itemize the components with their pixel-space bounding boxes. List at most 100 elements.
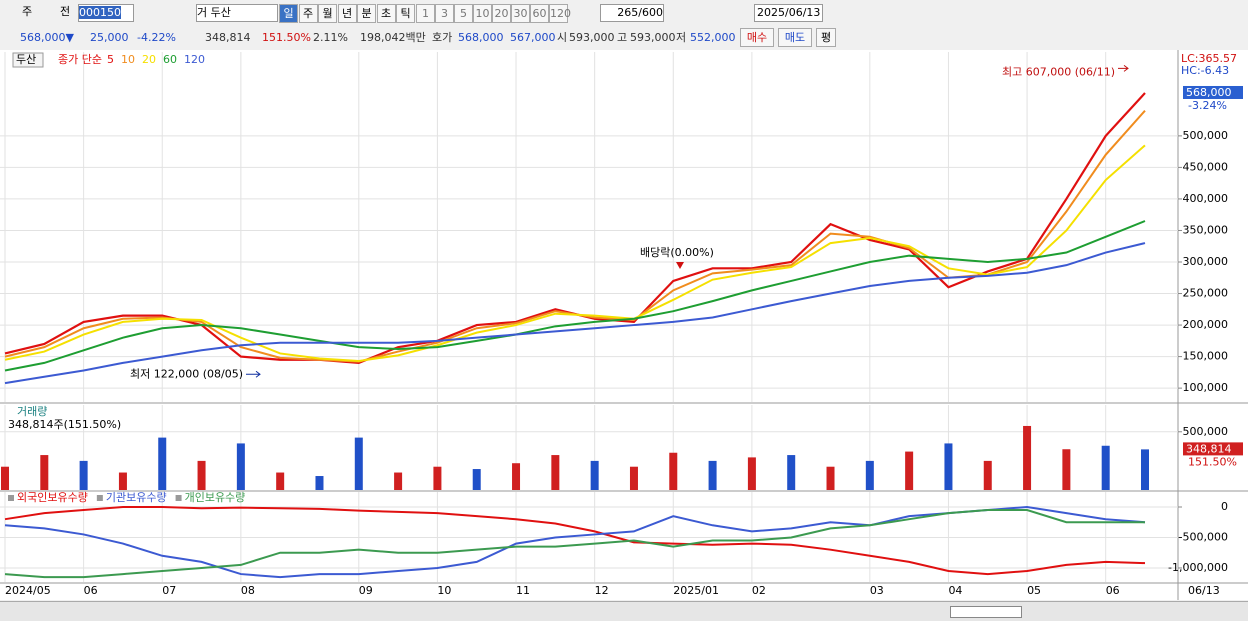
period-button[interactable]: 월 [318,4,337,23]
volume-bar [1,466,9,490]
pane-label-box [12,52,44,68]
y-tick-label: 100,000 [1183,381,1229,394]
date-input[interactable]: 2025/06/13 [754,4,824,22]
y-tick-label: 500,000 [1183,425,1229,438]
legend-marker [175,495,182,501]
period-button[interactable]: 초 [376,4,396,23]
count-button[interactable]: 120 [549,4,571,23]
price: 568,000▼ [20,31,74,44]
volume-bar [551,455,560,490]
x-tick-label: 04 [948,584,962,597]
volume-bar [79,460,88,490]
y-tick-label: 300,000 [1183,255,1229,268]
x-tick-label: 11 [516,584,530,597]
ask-label: 호가 [432,31,453,44]
open: 593,000 [569,31,615,44]
prev-button[interactable]: 전 [60,5,71,18]
last-price-label: 568,000 [1186,86,1232,99]
count-button[interactable]: 5 [454,4,473,23]
x-tick-label: 06 [84,584,98,597]
legend-entry: 20 [142,53,156,66]
volume-bar [433,466,442,490]
y-tick-label: 150,000 [1183,350,1229,363]
volume-bar [629,466,638,490]
legend-entry: 외국인보유수량 [17,491,88,504]
volume-bar [826,466,835,490]
change: 25,000 [90,31,129,44]
series-line [4,144,1146,363]
volume-bar [1141,449,1149,490]
period-button[interactable]: 년 [337,4,357,23]
volume-bar [354,437,363,490]
volume-bar [472,469,481,490]
legend-entry: 60 [163,53,177,66]
period-button[interactable]: 주 [298,4,318,23]
count-button[interactable]: 10 [473,4,492,23]
count-button[interactable]: 30 [511,4,530,23]
annotation: 최고 607,000 (06/11) [1002,65,1115,78]
annotation-arrow [246,370,261,378]
legend-marker [8,495,14,501]
last-change: -3.24% [1188,99,1227,112]
scroll-thumb[interactable] [950,606,1022,618]
y-tick-label: 200,000 [1183,318,1229,331]
volume-bar [1101,445,1110,490]
volume-bar [1062,449,1071,490]
x-tick-label: 09 [359,584,373,597]
period-button[interactable]: 틱 [396,4,415,23]
volume-bar [512,463,521,490]
x-tick-label: 05 [1027,584,1041,597]
volume-bar [236,443,245,490]
volume-bar [944,443,953,490]
count-button[interactable]: 3 [435,4,454,23]
type-select[interactable]: 주 [22,5,33,18]
lc-label: LC:365.57 [1181,52,1237,65]
volume-bar [197,460,206,490]
scrollbar[interactable] [0,601,1248,621]
volume-bar [1023,425,1032,490]
count-button[interactable]: 60 [530,4,549,23]
period-button[interactable]: 일 [279,4,298,23]
count-button[interactable]: 1 [416,4,435,23]
sell-button[interactable]: 매도 [778,28,812,47]
avg-button[interactable]: 평 [816,28,836,47]
high-label: 고 [617,31,628,44]
volume-bar [158,437,167,490]
y-tick-label: 450,000 [1183,160,1229,173]
code-input[interactable]: 000150 [79,6,121,19]
y-tick-label: 250,000 [1183,287,1229,300]
volume-bar [983,460,992,490]
period-button[interactable]: 분 [357,4,376,23]
annotation: 배당락(0.00%) [640,246,714,259]
volume: 348,814 [205,31,251,44]
volume-bar [747,457,756,490]
change-rate: -4.22% [137,31,176,44]
last-price-box [1183,85,1243,99]
buy-button[interactable]: 매수 [740,28,774,47]
legend-entry: 5 [107,53,114,66]
high: 593,000 [630,31,676,44]
volume-bar [394,472,403,490]
x-tick-label: 2024/05 [5,584,51,597]
y-tick-label: -1,000,000 [1168,561,1228,574]
volume-bar [905,451,914,490]
x-tick-label: 06 [1106,584,1120,597]
view-count[interactable]: 265 [617,6,639,19]
annotation-arrow [676,262,684,269]
series-line [4,220,1146,372]
volume-bar [276,472,285,490]
name-input[interactable]: 거 두산 [196,4,278,22]
pane-title: 거래량 [17,405,47,418]
pane-label: 두산 [16,53,36,66]
series-line [4,506,1146,576]
annotation-arrow [1118,64,1129,72]
x-tick-label: 12 [595,584,609,597]
count-button[interactable]: 20 [492,4,511,23]
series-line [4,509,1145,579]
ask: 568,000 [458,31,504,44]
x-tick-label: 10 [437,584,451,597]
volume-bar [865,460,874,490]
volume-bar [787,455,796,490]
x-tick-label: 2025/01 [673,584,719,597]
